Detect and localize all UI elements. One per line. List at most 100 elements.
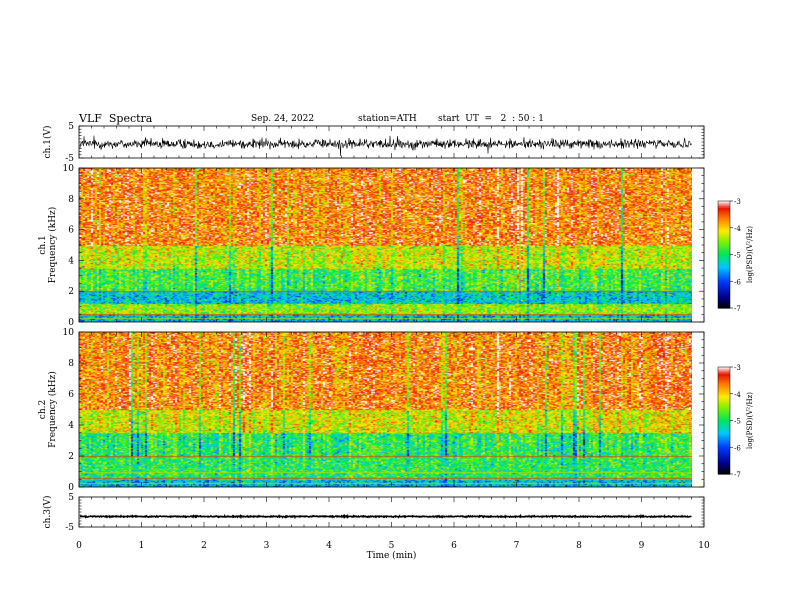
ch1-spectrogram-ylabel: ch.1 <box>38 235 48 254</box>
ch1-spectrogram-ytick-label: 4 <box>68 256 74 266</box>
x-tick-label: 9 <box>639 541 645 551</box>
ch2-colorbar-swatch <box>718 466 730 470</box>
ch1-colorbar-swatch <box>718 206 730 209</box>
ch2-spectrogram-ytick-label: 0 <box>68 483 74 493</box>
x-tick-label: 5 <box>389 541 395 551</box>
ch2-colorbar-swatch <box>718 422 730 425</box>
ch1-colorbar-swatch <box>718 293 730 297</box>
ch2-colorbar-swatch <box>718 418 730 422</box>
ch3-waveform-line <box>79 513 692 520</box>
ch2-colorbar-swatch <box>718 443 730 447</box>
ch2-colorbar-swatch <box>718 472 730 475</box>
ch2-spectrogram-ylabel: Frequency (kHz) <box>47 371 58 448</box>
ch1-colorbar-swatch <box>718 300 730 304</box>
ch1-colorbar-swatch <box>718 254 730 257</box>
ch1-colorbar-swatch <box>718 249 730 252</box>
x-tick-label: 4 <box>326 541 332 551</box>
ch1-colorbar-swatch <box>718 274 730 277</box>
x-tick-label: 2 <box>201 541 207 551</box>
ch1-colorbar-swatch <box>718 211 730 215</box>
ch1-colorbar-swatch <box>718 201 730 204</box>
ch2-colorbar-swatch <box>718 411 730 414</box>
ch1-colorbar-swatch <box>718 281 730 284</box>
x-tick-label: 0 <box>76 541 82 551</box>
ch1-colorbar-swatch <box>718 217 730 220</box>
ch2-colorbar-swatch <box>718 399 730 402</box>
ch1-colorbar-swatch <box>718 252 730 256</box>
ch1-colorbar-swatch <box>718 283 730 286</box>
ch2-colorbar-swatch <box>718 456 730 459</box>
ch1-colorbar-swatch <box>718 295 730 298</box>
station-label: station=ATH <box>358 114 417 124</box>
ch2-colorbar-swatch <box>718 409 730 413</box>
ch1-colorbar-swatch <box>718 243 730 247</box>
ch2-colorbar-swatch <box>718 408 730 411</box>
x-tick-label: 1 <box>139 541 145 551</box>
ch2-colorbar-swatch <box>718 404 730 407</box>
ch2-colorbar-swatch <box>718 459 730 463</box>
ch1-colorbar-swatch <box>718 284 730 288</box>
ch1-spectrogram-ytick-label: 6 <box>68 226 74 236</box>
ch2-colorbar-swatch <box>718 379 730 382</box>
ch1-colorbar-swatch <box>718 225 730 229</box>
ch1-colorbar-swatch <box>718 306 730 309</box>
ch1-waveform-ytick-label: -5 <box>65 154 74 164</box>
ch2-colorbar-swatch <box>718 427 730 431</box>
chart-title: VLF Spectra <box>79 112 153 125</box>
ch1-waveform-ytick-label: 5 <box>68 122 74 132</box>
ch2-colorbar-swatch <box>718 383 730 386</box>
ch2-colorbar-swatch <box>718 377 730 381</box>
ch2-colorbar-swatch <box>718 390 730 393</box>
ch2-colorbar-swatch <box>718 424 730 427</box>
ch2-colorbar-swatch <box>718 384 730 388</box>
ch1-colorbar-swatch <box>718 238 730 241</box>
ch1-colorbar-swatch <box>718 250 730 254</box>
ch2-colorbar-swatch <box>718 441 730 445</box>
ch1-colorbar-swatch <box>718 236 730 240</box>
ch2-colorbar-swatch <box>718 445 730 448</box>
ch1-waveform-line <box>79 135 692 157</box>
ch1-colorbar-swatch <box>718 247 730 250</box>
ch1-colorbar-swatch <box>718 204 730 207</box>
ch2-spectrogram-ytick-label: 4 <box>68 421 74 431</box>
ch2-colorbar-swatch <box>718 415 730 418</box>
ch1-colorbar-tick-label: -3 <box>734 198 741 206</box>
date-label: Sep. 24, 2022 <box>251 114 315 124</box>
ch1-colorbar-swatch <box>718 240 730 243</box>
ch3-waveform-ytick-label: 5 <box>68 493 74 503</box>
ch2-colorbar-swatch <box>718 372 730 375</box>
ch2-colorbar-swatch <box>718 368 730 372</box>
ch2-colorbar-swatch <box>718 440 730 443</box>
ch2-colorbar-swatch <box>718 374 730 377</box>
ch1-colorbar-swatch <box>718 258 730 261</box>
ch2-colorbar-swatch <box>718 402 730 406</box>
ch1-spectrogram-ytick-label: 10 <box>63 164 75 174</box>
ch1-colorbar-swatch <box>718 227 730 231</box>
ch2-colorbar-swatch <box>718 454 730 457</box>
ch1-colorbar-swatch <box>718 242 730 245</box>
ch1-colorbar-tick-label: -5 <box>734 252 741 260</box>
ch2-colorbar-tick-label: -7 <box>734 471 741 479</box>
ch2-colorbar-swatch <box>718 463 730 466</box>
ch2-colorbar-swatch <box>718 375 730 379</box>
ch2-colorbar-tick-label: -4 <box>734 391 741 399</box>
ch3-waveform-ylabel: ch.3(V) <box>42 496 53 529</box>
x-tick-label: 8 <box>576 541 582 551</box>
x-tick-label: 3 <box>264 541 270 551</box>
ch2-colorbar-tick-label: -5 <box>734 418 741 426</box>
ch2-colorbar-swatch <box>718 400 730 404</box>
ch1-colorbar-swatch <box>718 208 730 211</box>
ch1-colorbar-swatch <box>718 215 730 218</box>
ch2-colorbar-swatch <box>718 438 730 441</box>
ch1-spectrogram-ylabel: Frequency (kHz) <box>47 207 58 284</box>
ch2-colorbar-swatch <box>718 457 730 461</box>
ch2-colorbar-swatch <box>718 429 730 432</box>
ch2-colorbar-tick-label: -6 <box>734 444 741 452</box>
ch1-colorbar-swatch <box>718 222 730 225</box>
ch1-spectrogram-ytick-label: 8 <box>68 195 74 205</box>
ch1-spectrogram-image <box>79 168 692 322</box>
ch2-spectrogram-ytick-label: 2 <box>68 452 74 462</box>
ch1-waveform-ylabel: ch.1(V) <box>42 126 53 159</box>
ch2-colorbar-swatch <box>718 450 730 454</box>
ch1-colorbar-swatch <box>718 233 730 236</box>
